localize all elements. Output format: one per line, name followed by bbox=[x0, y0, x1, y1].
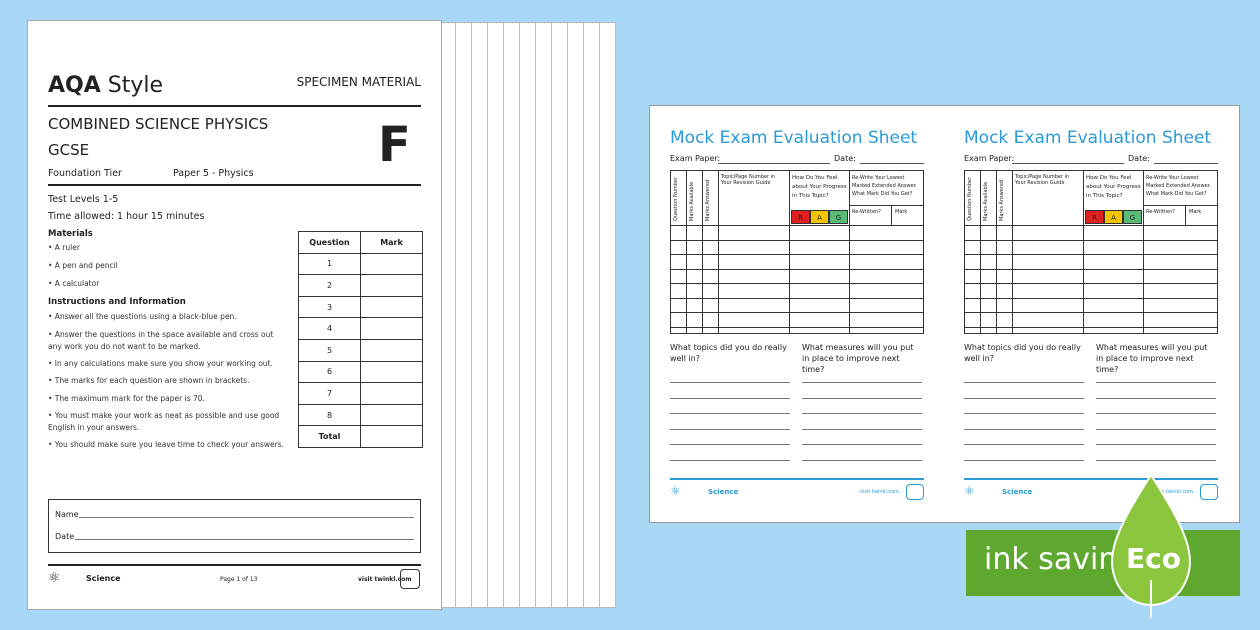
mark-cell[interactable] bbox=[360, 317, 423, 340]
rag-g[interactable]: G bbox=[1123, 210, 1142, 224]
answer-line[interactable] bbox=[1096, 397, 1216, 399]
science-logo-icon: ⚛ bbox=[670, 484, 681, 498]
rag-g[interactable]: G bbox=[829, 210, 848, 224]
sheet-title: Mock Exam Evaluation Sheet bbox=[964, 128, 1212, 148]
paper: Paper 5 - Physics bbox=[173, 168, 254, 179]
answer-line[interactable] bbox=[964, 444, 1084, 445]
answer-line[interactable] bbox=[802, 428, 922, 430]
material-item: • A calculator bbox=[48, 279, 100, 288]
instruction-item: • Answer all the questions using a black… bbox=[48, 312, 237, 321]
aqa-style-title: AQA Style bbox=[48, 73, 164, 98]
answer-line[interactable] bbox=[670, 444, 790, 445]
answer-line[interactable] bbox=[964, 397, 1084, 399]
answer-line[interactable] bbox=[670, 428, 790, 430]
answer-line[interactable] bbox=[802, 459, 922, 461]
leaf-icon bbox=[1111, 473, 1191, 618]
instruction-item: • You must make your work as neat as pos… bbox=[48, 411, 280, 432]
test-levels: Test Levels 1-5 bbox=[48, 194, 119, 205]
evaluation-table: Question Number Marks Available Marks Answ… bbox=[670, 170, 924, 334]
science-logo-icon: ⚛ bbox=[48, 570, 61, 586]
question-measures: What measures will you put in place to i… bbox=[802, 343, 914, 374]
mark-cell[interactable] bbox=[360, 425, 423, 448]
tier: Foundation Tier bbox=[48, 168, 122, 179]
date-field[interactable] bbox=[75, 528, 414, 540]
twinkl-logo-icon bbox=[906, 484, 924, 500]
table-row: 1 bbox=[298, 252, 423, 276]
name-date-box: Name Date bbox=[48, 499, 421, 553]
mark-cell[interactable] bbox=[360, 360, 423, 384]
instruction-item: • The marks for each question are shown … bbox=[48, 376, 250, 385]
instruction-item: • The maximum mark for the paper is 70. bbox=[48, 393, 205, 403]
answer-line[interactable] bbox=[1096, 413, 1216, 414]
answer-line[interactable] bbox=[802, 413, 922, 414]
material-item: • A pen and pencil bbox=[48, 261, 118, 270]
instructions-title: Instructions and Information bbox=[48, 297, 186, 307]
rag-r[interactable]: R bbox=[1085, 210, 1104, 224]
subject-title: COMBINED SCIENCE PHYSICS bbox=[48, 115, 269, 133]
table-row: 7 bbox=[298, 382, 423, 405]
mark-cell[interactable] bbox=[360, 295, 423, 319]
question-measures: What measures will you put in place to i… bbox=[1096, 343, 1208, 374]
answer-line[interactable] bbox=[670, 382, 790, 383]
answer-line[interactable] bbox=[802, 444, 922, 445]
science-logo-icon: ⚛ bbox=[964, 484, 975, 498]
answer-line[interactable] bbox=[1096, 459, 1216, 461]
evaluation-half: Mock Exam Evaluation Sheet Exam Paper: Da… bbox=[964, 106, 1218, 522]
table-row: Total bbox=[298, 425, 423, 448]
level: GCSE bbox=[48, 141, 90, 159]
question-topics: What topics did you do really well in? bbox=[670, 343, 787, 363]
answer-line[interactable] bbox=[1096, 444, 1216, 445]
rag-r[interactable]: R bbox=[791, 210, 810, 224]
mark-cell[interactable] bbox=[360, 403, 423, 427]
answer-line[interactable] bbox=[670, 397, 790, 399]
answer-line[interactable] bbox=[964, 428, 1084, 430]
name-field[interactable] bbox=[79, 506, 414, 518]
materials-title: Materials bbox=[48, 229, 93, 239]
rag-a[interactable]: A bbox=[1104, 210, 1123, 224]
twinkl-logo-icon bbox=[400, 569, 420, 589]
table-row: 8 bbox=[298, 403, 423, 427]
mark-cell[interactable] bbox=[360, 338, 423, 362]
table-row: 6 bbox=[298, 360, 423, 384]
page-number: Page 1 of 13 bbox=[220, 576, 258, 583]
table-row: 2 bbox=[298, 274, 423, 297]
answer-line[interactable] bbox=[670, 459, 790, 461]
table-row: 3 bbox=[298, 295, 423, 319]
answer-line[interactable] bbox=[964, 459, 1084, 461]
sheet-title: Mock Exam Evaluation Sheet bbox=[670, 128, 918, 148]
evaluation-table: Question Number Marks Available Marks Answ… bbox=[964, 170, 1218, 334]
answer-line[interactable] bbox=[1096, 382, 1216, 383]
rag-a[interactable]: A bbox=[810, 210, 829, 224]
instruction-item: • You should make sure you leave time to… bbox=[48, 440, 285, 449]
evaluation-half: Mock Exam Evaluation Sheet Exam Paper: Da… bbox=[670, 106, 924, 522]
material-item: • A ruler bbox=[48, 243, 80, 252]
ink-saving-badge: ink saving Eco bbox=[966, 473, 1240, 618]
answer-line[interactable] bbox=[964, 413, 1084, 414]
answer-line[interactable] bbox=[1096, 428, 1216, 430]
specimen-label: SPECIMEN MATERIAL bbox=[296, 75, 421, 89]
answer-line[interactable] bbox=[802, 382, 922, 383]
mark-cell[interactable] bbox=[360, 382, 423, 405]
instruction-item: • Answer the questions in the space avai… bbox=[48, 329, 274, 351]
mark-cell[interactable] bbox=[360, 252, 423, 276]
answer-line[interactable] bbox=[964, 382, 1084, 383]
evaluation-sheet: Mock Exam Evaluation Sheet Exam Paper: Da… bbox=[649, 105, 1240, 523]
exam-front-page: AQA Style SPECIMEN MATERIAL COMBINED SCI… bbox=[27, 20, 442, 610]
tier-letter: F bbox=[378, 117, 411, 173]
answer-line[interactable] bbox=[802, 397, 922, 399]
question-topics: What topics did you do really well in? bbox=[964, 343, 1081, 363]
mark-cell[interactable] bbox=[360, 274, 423, 297]
answer-line[interactable] bbox=[670, 413, 790, 414]
question-mark-table: Question Mark 1 2 3 4 5 6 7 8 Total bbox=[298, 231, 423, 448]
twinkl-logo-icon bbox=[1200, 484, 1218, 500]
table-row: 5 bbox=[298, 338, 423, 362]
time-allowed: Time allowed: 1 hour 15 minutes bbox=[48, 211, 205, 222]
instruction-item: • In any calculations make sure you show… bbox=[48, 358, 273, 368]
table-row: 4 bbox=[298, 317, 423, 340]
